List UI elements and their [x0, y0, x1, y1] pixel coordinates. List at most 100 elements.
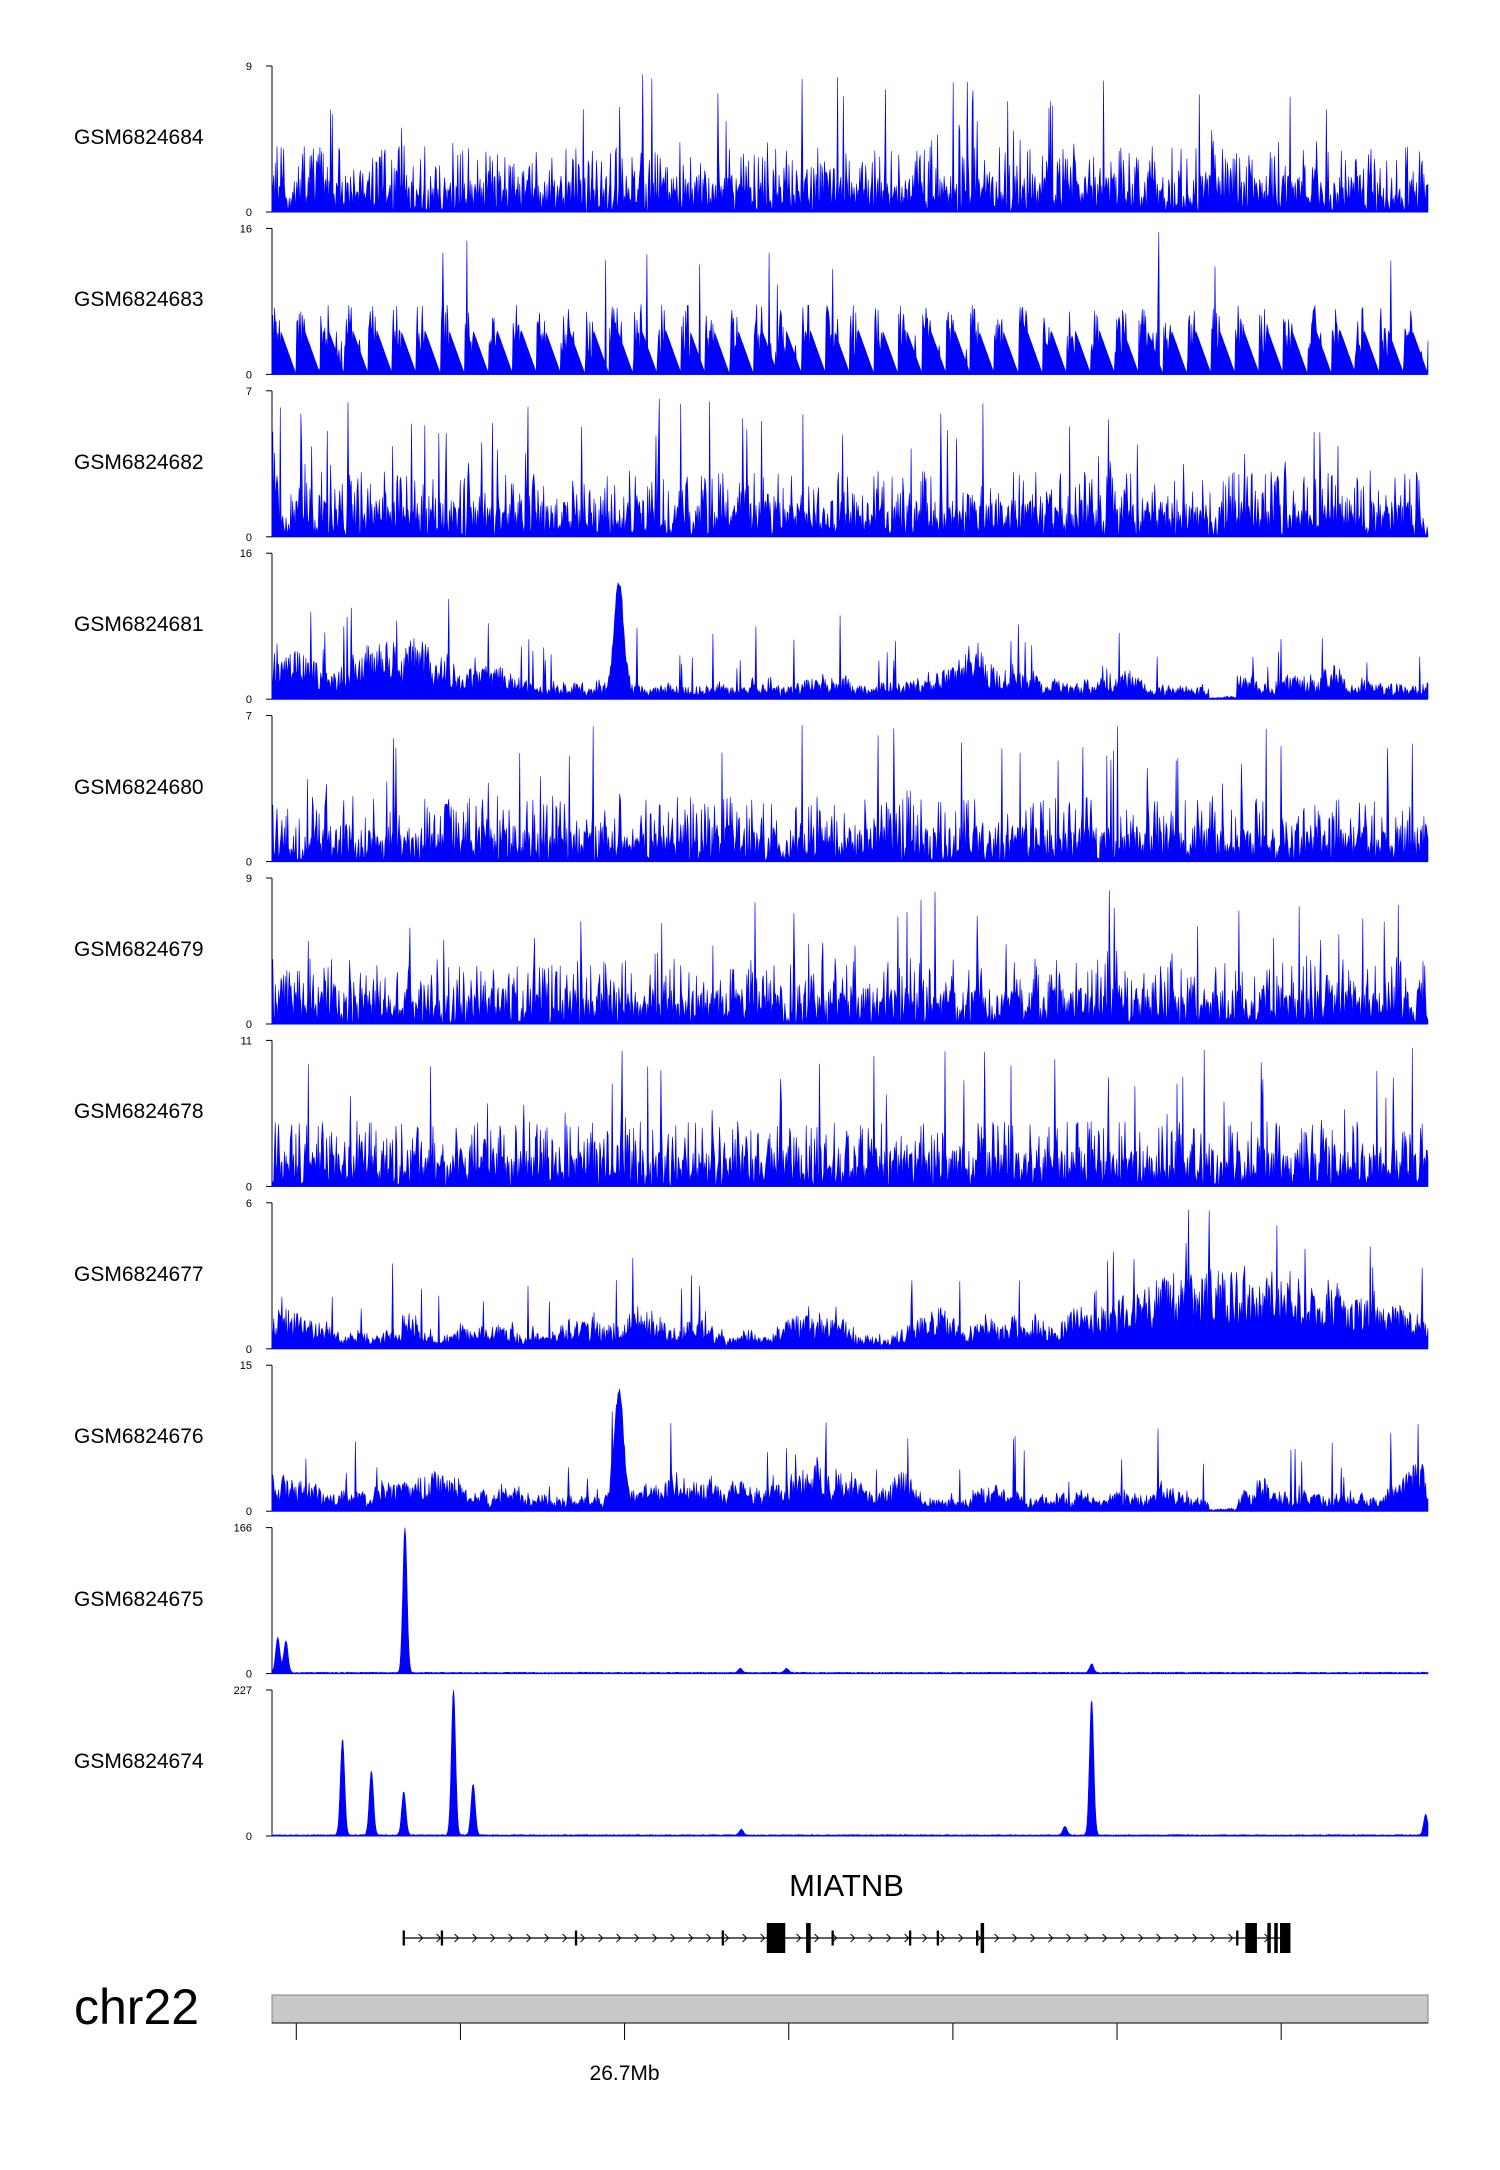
strand-arrow [526, 1933, 532, 1943]
signal-area [271, 398, 1429, 538]
track-label: GSM6824674 [74, 1750, 204, 1773]
gene-exon [1236, 1930, 1239, 1946]
y-max-label: 7 [246, 711, 252, 723]
gene-name: MIATNB [789, 1868, 904, 1903]
strand-arrow [922, 1933, 928, 1943]
y-max-label: 227 [234, 1685, 252, 1697]
chromosome-label: chr22 [74, 1979, 200, 2035]
gene-exon [976, 1930, 979, 1946]
y-max-label: 11 [241, 1035, 252, 1047]
strand-arrow [1138, 1933, 1144, 1943]
y-zero-label: 0 [246, 532, 252, 544]
gene-exon [1280, 1923, 1291, 1953]
gene-exon [908, 1930, 912, 1946]
y-zero-label: 0 [246, 1344, 252, 1356]
strand-arrow [796, 1933, 802, 1943]
y-max-label: 166 [234, 1523, 252, 1535]
strand-arrow [742, 1933, 748, 1943]
strand-arrow [598, 1933, 604, 1943]
gene-exon [806, 1923, 811, 1953]
strand-arrow [832, 1933, 838, 1943]
strand-arrow [1192, 1933, 1198, 1943]
strand-arrow [454, 1933, 460, 1943]
strand-arrow [1120, 1933, 1126, 1943]
track-label: GSM6824678 [74, 1100, 204, 1124]
strand-arrow [850, 1933, 856, 1943]
signal-area [271, 1047, 1429, 1187]
strand-arrow [472, 1933, 478, 1943]
signal-area [271, 232, 1429, 375]
gene-exon [766, 1923, 786, 1953]
signal-area [271, 725, 1429, 863]
signal-area [271, 1388, 1429, 1512]
strand-arrow [1066, 1933, 1072, 1943]
strand-arrow [616, 1933, 622, 1943]
strand-arrow [1048, 1933, 1054, 1943]
gene-exon [574, 1930, 578, 1946]
gene-exon [1267, 1923, 1271, 1953]
y-zero-label: 0 [246, 207, 252, 219]
strand-arrow [760, 1933, 766, 1943]
signal-area [271, 1689, 1429, 1837]
signal-area [271, 582, 1429, 700]
chromosome-bar [271, 1994, 1429, 2024]
strand-arrow [1174, 1933, 1180, 1943]
strand-arrow [1012, 1933, 1018, 1943]
strand-arrow [436, 1933, 442, 1943]
strand-arrow [580, 1933, 586, 1943]
strand-arrow [940, 1933, 946, 1943]
strand-arrow [706, 1933, 712, 1943]
y-zero-label: 0 [246, 1181, 252, 1193]
gene-exon [721, 1930, 724, 1946]
track-label: GSM6824683 [74, 288, 204, 312]
strand-arrow [1030, 1933, 1036, 1943]
track-label: GSM6824676 [74, 1425, 204, 1449]
strand-arrow [886, 1933, 892, 1943]
signal-area [271, 1527, 1429, 1674]
y-zero-label: 0 [246, 1506, 252, 1518]
y-zero-label: 0 [246, 1831, 252, 1843]
y-zero-label: 0 [246, 694, 252, 706]
strand-arrow [418, 1933, 424, 1943]
track-label: GSM6824682 [74, 450, 204, 474]
strand-arrow [958, 1933, 964, 1943]
track-label: GSM6824681 [74, 613, 204, 637]
track-label: GSM6824684 [74, 126, 204, 149]
gene-exon [402, 1930, 405, 1946]
gene-exon [831, 1930, 834, 1946]
strand-arrow [490, 1933, 496, 1943]
strand-arrow [724, 1933, 730, 1943]
strand-arrow [544, 1933, 550, 1943]
strand-arrow [1084, 1933, 1090, 1943]
gene-exon [936, 1930, 940, 1946]
strand-arrow [688, 1933, 694, 1943]
y-max-label: 7 [246, 386, 252, 398]
y-max-label: 15 [240, 1360, 252, 1372]
y-max-label: 6 [246, 1198, 252, 1210]
strand-arrow [634, 1933, 640, 1943]
gene-exon [1245, 1923, 1257, 1953]
signal-area [271, 1209, 1429, 1350]
y-max-label: 16 [240, 548, 252, 560]
gene-exon [980, 1923, 985, 1953]
signal-area [271, 74, 1429, 213]
y-zero-label: 0 [246, 369, 252, 381]
strand-arrow [508, 1933, 514, 1943]
strand-arrow [868, 1933, 874, 1943]
y-max-label: 9 [246, 61, 252, 73]
track-label: GSM6824675 [74, 1587, 204, 1611]
track-label: GSM6824680 [74, 775, 204, 799]
y-max-label: 16 [240, 223, 252, 235]
axis-tick-label: 26.7Mb [589, 2062, 660, 2085]
strand-arrow [1210, 1933, 1216, 1943]
signal-area [271, 890, 1429, 1025]
strand-arrow [652, 1933, 658, 1943]
strand-arrow [1228, 1933, 1234, 1943]
track-label: GSM6824679 [74, 938, 204, 961]
gene-exon [440, 1930, 444, 1946]
track-label: GSM6824677 [74, 1262, 204, 1286]
y-zero-label: 0 [246, 857, 252, 869]
y-max-label: 9 [246, 873, 252, 885]
y-zero-label: 0 [246, 1019, 252, 1031]
